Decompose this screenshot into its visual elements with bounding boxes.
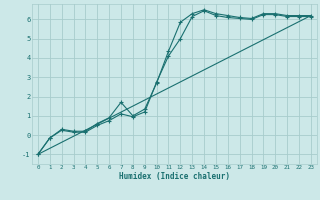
X-axis label: Humidex (Indice chaleur): Humidex (Indice chaleur) — [119, 172, 230, 181]
